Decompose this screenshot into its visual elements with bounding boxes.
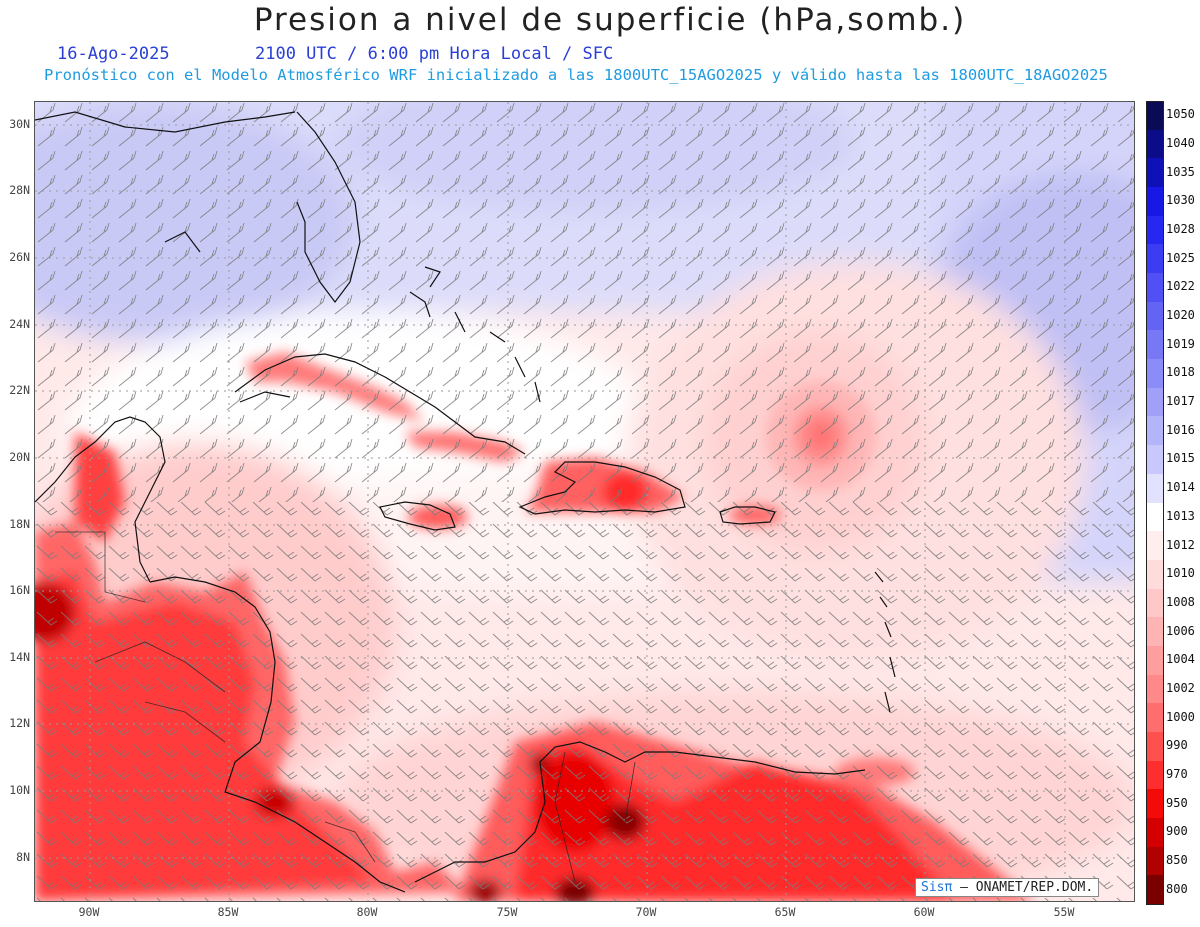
- colorbar-swatch: [1146, 760, 1164, 790]
- lat-label: 30N: [9, 117, 30, 131]
- sispi-logo: Sisπ: [921, 880, 953, 895]
- colorbar-label: 1014: [1166, 480, 1195, 495]
- colorbar-label: 990: [1166, 738, 1188, 753]
- colorbar-label: 1016: [1166, 422, 1195, 437]
- colorbar-label: 1004: [1166, 652, 1195, 667]
- colorbar-swatch: [1146, 473, 1164, 503]
- colorbar-label: 1022: [1166, 279, 1195, 294]
- colorbar-swatch: [1146, 101, 1164, 132]
- colorbar-label: 900: [1166, 824, 1188, 839]
- lat-label: 18N: [9, 517, 30, 531]
- colorbar-label: 970: [1166, 766, 1188, 781]
- colorbar-swatch: [1146, 129, 1164, 159]
- colorbar-label: 1019: [1166, 336, 1195, 351]
- colorbar-label: 1035: [1166, 164, 1195, 179]
- lon-label: 60W: [913, 905, 935, 919]
- lat-label: 22N: [9, 383, 30, 397]
- colorbar-label: 1040: [1166, 136, 1195, 151]
- lon-label: 80W: [356, 905, 378, 919]
- lon-label: 75W: [496, 905, 518, 919]
- colorbar-swatch: [1146, 703, 1164, 733]
- lon-label: 55W: [1053, 905, 1075, 919]
- colorbar-label: 1010: [1166, 566, 1195, 581]
- colorbar-swatch: [1146, 559, 1164, 590]
- colorbar-swatch: [1146, 674, 1164, 704]
- lat-label: 14N: [9, 650, 30, 664]
- colorbar-swatch: [1146, 416, 1164, 446]
- colorbar-swatch: [1146, 445, 1164, 475]
- colorbar-swatch: [1146, 875, 1164, 906]
- colorbar-swatch: [1146, 244, 1164, 274]
- colorbar-label: 1013: [1166, 508, 1195, 523]
- colorbar-label: 1028: [1166, 222, 1195, 237]
- lat-label: 26N: [9, 250, 30, 264]
- lat-label: 12N: [9, 716, 30, 730]
- lat-label: 20N: [9, 450, 30, 464]
- colorbar-swatch: [1146, 158, 1164, 188]
- colorbar-label: 800: [1166, 881, 1188, 896]
- colorbar-swatch: [1146, 273, 1164, 303]
- colorbar-label: 1017: [1166, 394, 1195, 409]
- lon-label: 90W: [78, 905, 100, 919]
- pressure-map: [35, 102, 1134, 901]
- valid-time-label: 2100 UTC / 6:00 pm Hora Local / SFC: [255, 44, 614, 64]
- colorbar-label: 1008: [1166, 594, 1195, 609]
- lat-lon-grid: [35, 102, 1134, 901]
- lon-label: 85W: [217, 905, 239, 919]
- date-label: 16-Ago-2025: [57, 44, 170, 64]
- colorbar-swatch: [1146, 387, 1164, 417]
- colorbar-swatch: [1146, 187, 1164, 217]
- lon-label: 70W: [635, 905, 657, 919]
- colorbar-swatch: [1146, 789, 1164, 819]
- colorbar-label: 950: [1166, 795, 1188, 810]
- colorbar-swatch: [1146, 359, 1164, 389]
- lat-label: 10N: [9, 783, 30, 797]
- map-title: Presion a nivel de superficie (hPa,somb.…: [253, 2, 967, 38]
- credit-text: – ONAMET/REP.DOM.: [960, 880, 1094, 895]
- colorbar-label: 1030: [1166, 193, 1195, 208]
- lon-label: 65W: [774, 905, 796, 919]
- colorbar-label: 1002: [1166, 680, 1195, 695]
- colorbar-swatch: [1146, 531, 1164, 561]
- map-plot: [34, 101, 1135, 902]
- colorbar-swatch: [1146, 215, 1164, 245]
- colorbar-label: 850: [1166, 852, 1188, 867]
- colorbar-label: 1015: [1166, 451, 1195, 466]
- colorbar-swatch: [1146, 617, 1164, 647]
- colorbar-swatch: [1146, 731, 1164, 762]
- forecast-info: Pronóstico con el Modelo Atmosférico WRF…: [44, 66, 1108, 84]
- colorbar-swatch: [1146, 645, 1164, 676]
- lat-label: 24N: [9, 317, 30, 331]
- colorbar-swatch: [1146, 846, 1164, 876]
- colorbar-label: 1020: [1166, 308, 1195, 323]
- lat-label: 8N: [16, 850, 30, 864]
- colorbar-label: 1025: [1166, 250, 1195, 265]
- colorbar-swatch: [1146, 502, 1164, 532]
- colorbar-swatch: [1146, 330, 1164, 360]
- lat-label: 16N: [9, 583, 30, 597]
- colorbar-label: 1050: [1166, 107, 1195, 122]
- colorbar-label: 1012: [1166, 537, 1195, 552]
- colorbar-swatch: [1146, 817, 1164, 848]
- colorbar-swatch: [1146, 301, 1164, 331]
- colorbar-label: 1018: [1166, 365, 1195, 380]
- colorbar-label: 1000: [1166, 709, 1195, 724]
- credit-badge: Sisπ – ONAMET/REP.DOM.: [915, 878, 1100, 897]
- colorbar-label: 1006: [1166, 623, 1195, 638]
- colorbar-swatch: [1146, 588, 1164, 618]
- lat-label: 28N: [9, 183, 30, 197]
- coastlines: [35, 111, 896, 893]
